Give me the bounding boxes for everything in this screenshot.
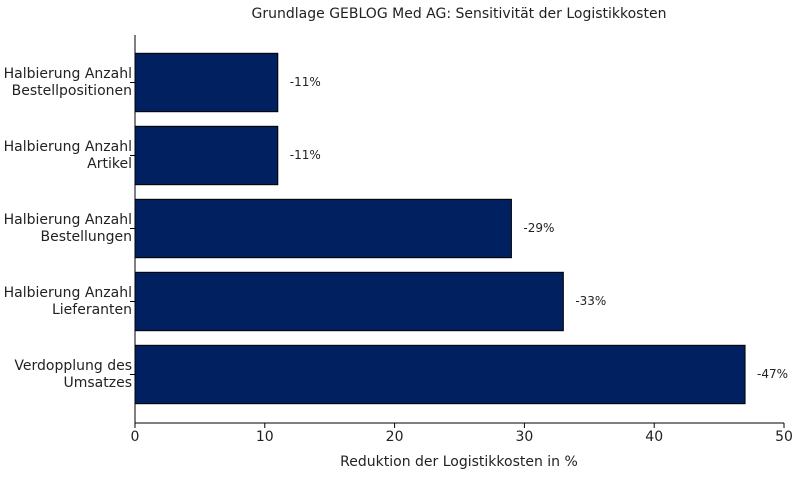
x-tick-label: 10 bbox=[256, 429, 274, 445]
bar bbox=[134, 344, 746, 405]
x-tick-label: 20 bbox=[386, 429, 404, 445]
bar bbox=[134, 52, 279, 113]
x-tick-label: 40 bbox=[645, 429, 663, 445]
value-label: -29% bbox=[523, 221, 554, 235]
y-tick-label: Halbierung Anzahl Bestellpositionen bbox=[3, 65, 132, 99]
value-label: -11% bbox=[290, 148, 321, 162]
x-tick-label: 50 bbox=[775, 429, 793, 445]
value-label: -47% bbox=[757, 367, 788, 381]
x-axis-label: Reduktion der Logistikkosten in % bbox=[340, 454, 578, 470]
bar bbox=[134, 198, 512, 259]
value-label: -11% bbox=[290, 75, 321, 89]
y-tick-label: Halbierung Anzahl Lieferanten bbox=[3, 284, 132, 318]
chart-title: Grundlage GEBLOG Med AG: Sensitivität de… bbox=[252, 6, 667, 22]
bar bbox=[134, 125, 279, 186]
x-tick-label: 30 bbox=[515, 429, 533, 445]
value-label: -33% bbox=[575, 294, 606, 308]
x-tick-label: 0 bbox=[131, 429, 140, 445]
y-tick-label: Verdopplung des Umsatzes bbox=[14, 357, 132, 391]
y-tick-label: Halbierung Anzahl Bestellungen bbox=[3, 211, 132, 245]
y-tick-label: Halbierung Anzahl Artikel bbox=[3, 138, 132, 172]
bar bbox=[134, 271, 564, 332]
